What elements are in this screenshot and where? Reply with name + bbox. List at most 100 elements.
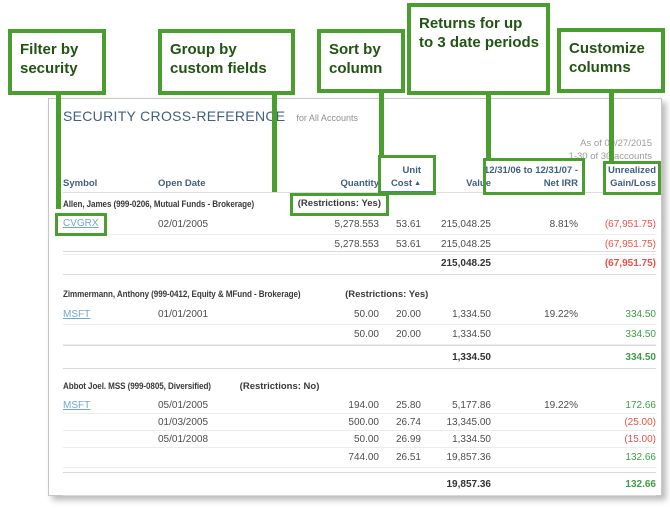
value-cell: 1,334.50 [452, 309, 491, 320]
report-panel: SECURITY CROSS-REFERENCE for All Accounts… [48, 98, 662, 496]
sort-ascending-icon: ▲ [414, 180, 421, 187]
open-date-cell: 02/01/2005 [158, 219, 209, 230]
subtotal-row: 5,278.553 53.61 215,048.25 (67,951.75) [63, 235, 656, 255]
symbol-link[interactable]: CVGRX [63, 217, 99, 229]
symbol-cell [63, 431, 158, 448]
open-date-cell: 01/03/2005 [158, 417, 209, 428]
group-name: Allen, James (999-0206, Mutual Funds - B… [63, 199, 255, 210]
group-header-row: Allen, James (999-0206, Mutual Funds - B… [63, 192, 656, 216]
restrictions-label: (Restrictions: No) [239, 381, 320, 392]
quantity-cell: 50.00 [353, 329, 379, 340]
quantity-cell: 50.00 [353, 434, 379, 445]
value-cell: 5,177.86 [452, 400, 491, 411]
value-cell: 1,334.50 [452, 329, 491, 340]
gain-loss-cell: 334.50 [625, 329, 656, 340]
symbol-cell [63, 414, 158, 431]
callout-filter-by-security: Filter by security [8, 29, 106, 95]
net-irr-cell [491, 414, 578, 431]
highlight-date-range-header [483, 158, 585, 195]
highlight-gain-loss-header [603, 161, 661, 195]
quantity-cell: 5,278.553 [334, 239, 380, 250]
quantity-cell: 50.00 [353, 309, 379, 320]
callout-sort-by-column: Sort by column [317, 29, 405, 93]
value-cell: 215,048.25 [440, 239, 491, 250]
unit-cost-cell: 53.61 [395, 219, 421, 230]
total-gain-loss-cell: (67,951.75) [604, 258, 656, 269]
group-header-row: Abbot Joel. MSS (999-0805, Diversified) … [63, 377, 656, 397]
gain-loss-cell: (67,951.75) [604, 239, 656, 250]
quantity-cell: 500.00 [348, 417, 379, 428]
callout-line-returns [486, 95, 491, 159]
gain-loss-cell: 334.50 [625, 309, 656, 320]
open-date-cell: 05/01/2008 [158, 434, 209, 445]
unit-cost-cell: 20.00 [395, 309, 421, 320]
callout-group-by-custom-fields: Group by custom fields [158, 29, 295, 95]
net-irr-cell: 19.22% [544, 309, 578, 320]
total-value-cell: 215,048.25 [440, 258, 491, 269]
subtotal-row: 744.00 26.51 19,857.36 132.66 [63, 448, 656, 468]
unit-cost-cell: 26.51 [395, 452, 421, 463]
symbol-link-highlight[interactable]: CVGRX [55, 212, 107, 236]
table-row: 05/01/2008 50.00 26.99 1,334.50 (15.00) [63, 431, 656, 448]
table-row: 01/03/2005 500.00 26.74 13,345.00 (25.00… [63, 414, 656, 431]
value-cell: 13,345.00 [446, 417, 492, 428]
unit-cost-cell: 26.99 [395, 434, 421, 445]
report-title-row: SECURITY CROSS-REFERENCE for All Accounts [63, 108, 358, 126]
callout-line-group [272, 95, 277, 192]
subtotal-row: 50.00 20.00 1,334.50 334.50 [63, 325, 656, 345]
total-row: 19,857.36 132.66 [63, 472, 656, 496]
highlight-unit-cost-header [378, 155, 436, 195]
open-date-cell: 05/01/2005 [158, 400, 209, 411]
total-gain-loss-cell: 132.66 [625, 479, 656, 490]
total-value-cell: 1,334.50 [452, 352, 491, 363]
total-row: 1,334.50 334.50 [63, 345, 656, 369]
quantity-cell: 5,278.553 [334, 219, 380, 230]
table-row: MSFT 05/01/2005 194.00 25.80 5,177.86 19… [63, 397, 656, 414]
group-header-row: Zimmermann, Anthony (999-0412, Equity & … [63, 285, 656, 305]
table-header-row: Symbol Open Date Quantity Unit Cost ▲ Val… [63, 155, 656, 193]
column-header-value[interactable]: Value [466, 178, 491, 189]
table-row: CVGRX 02/01/2005 5,278.553 53.61 215,048… [55, 212, 656, 236]
callout-line-filter [56, 93, 61, 209]
column-header-quantity[interactable]: Quantity [340, 178, 379, 189]
net-irr-cell [491, 431, 578, 448]
gain-loss-cell: (25.00) [624, 417, 656, 428]
value-cell: 1,334.50 [452, 434, 491, 445]
unit-cost-cell: 26.74 [395, 417, 421, 428]
symbol-link[interactable]: MSFT [63, 400, 91, 411]
callout-line-customize [609, 93, 614, 163]
value-cell: 215,048.25 [440, 219, 491, 230]
gain-loss-cell: 172.66 [625, 400, 656, 411]
quantity-cell: 194.00 [348, 400, 379, 411]
unit-cost-cell: 20.00 [395, 329, 421, 340]
quantity-cell: 744.00 [348, 452, 379, 463]
unit-cost-cell: 25.80 [395, 400, 421, 411]
report-scope: for All Accounts [296, 113, 358, 123]
total-row: 215,048.25 (67,951.75) [63, 251, 656, 275]
column-header-symbol[interactable]: Symbol [63, 178, 98, 189]
net-irr-cell: 19.22% [544, 400, 578, 411]
page-title: SECURITY CROSS-REFERENCE [63, 108, 286, 124]
group-name: Zimmermann, Anthony (999-0412, Equity & … [63, 289, 301, 300]
column-header-unrealized-gain-loss[interactable]: Unrealized Gain/Loss [607, 165, 656, 189]
total-value-cell: 19,857.36 [446, 479, 492, 490]
symbol-link[interactable]: MSFT [63, 309, 91, 320]
gain-loss-cell: (15.00) [624, 434, 656, 445]
column-header-open-date[interactable]: Open Date [158, 178, 206, 189]
total-gain-loss-cell: 334.50 [625, 352, 656, 363]
column-header-net-irr[interactable]: 12/31/06 to 12/31/07 - Net IRR [483, 165, 578, 189]
callout-returns-date-periods: Returns for up to 3 date periods [407, 3, 550, 95]
callout-customize-columns: Customize columns [557, 28, 665, 93]
net-irr-cell: 8.81% [549, 219, 578, 230]
group-name: Abbot Joel. MSS (999-0805, Diversified) [63, 381, 211, 392]
as-of-date: As of 09/27/2015 [580, 138, 652, 149]
unit-cost-cell: 53.61 [395, 239, 421, 250]
gain-loss-cell: (67,951.75) [604, 219, 656, 230]
restrictions-label: (Restrictions: Yes) [345, 289, 429, 300]
callout-line-sort [379, 93, 384, 156]
restrictions-highlight: (Restrictions: Yes) [289, 192, 390, 216]
value-cell: 19,857.36 [446, 452, 492, 463]
gain-loss-cell: 132.66 [625, 452, 656, 463]
open-date-cell: 01/01/2001 [158, 309, 209, 320]
